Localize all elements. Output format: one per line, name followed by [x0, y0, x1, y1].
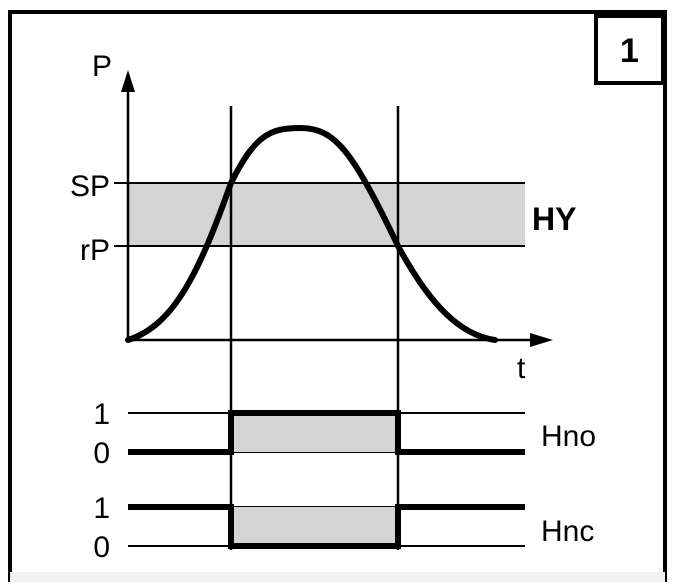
- hno-high-label: 1: [93, 398, 110, 431]
- hnc-low-label: 0: [93, 531, 110, 564]
- hnc-high-label: 1: [93, 492, 110, 525]
- hno-active-fill: [231, 413, 398, 452]
- hysteresis-band: [128, 183, 525, 246]
- hno-label: Hno: [541, 420, 596, 453]
- outer-frame: [8, 10, 667, 587]
- figure-number: 1: [620, 32, 639, 70]
- hysteresis-label: HY: [532, 201, 576, 237]
- rp-label: rP: [80, 234, 110, 267]
- y-axis-label: P: [92, 50, 112, 83]
- y-axis-arrow: [121, 70, 135, 92]
- hnc-active-fill: [231, 507, 398, 546]
- figure-number-box: [594, 14, 665, 85]
- hnc-label: Hnc: [541, 515, 594, 548]
- hno-low-label: 0: [93, 437, 110, 470]
- pressure-curve: [125, 124, 498, 343]
- x-axis-label: t: [517, 352, 526, 385]
- bottom-strip: [10, 572, 665, 582]
- sp-label: SP: [70, 170, 110, 203]
- x-axis-arrow: [530, 333, 553, 347]
- hno-signal: [128, 410, 525, 455]
- hnc-signal: [128, 504, 525, 549]
